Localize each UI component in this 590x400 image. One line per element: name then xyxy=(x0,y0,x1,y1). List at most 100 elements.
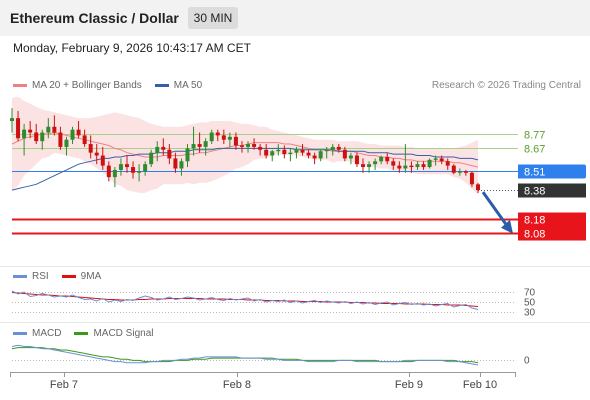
resistance-label: 8.67 xyxy=(524,144,545,156)
candle-body xyxy=(348,155,353,159)
candle-body xyxy=(215,132,220,136)
ma20-swatch xyxy=(13,84,27,87)
candle-body xyxy=(330,146,335,150)
candle-body xyxy=(173,158,178,169)
candle-body xyxy=(318,151,323,159)
candle-body xyxy=(106,165,111,178)
candle-body xyxy=(10,118,14,122)
target-price-label: 8.08 xyxy=(524,229,545,241)
pivot-price-box xyxy=(518,164,586,179)
candle-body xyxy=(203,141,208,147)
candle-body xyxy=(16,118,21,139)
candle-body xyxy=(70,129,75,140)
target-price-box xyxy=(518,226,586,241)
target-price-box xyxy=(518,212,586,227)
candle-body xyxy=(294,149,299,153)
candle-body xyxy=(252,144,257,147)
candle-body xyxy=(433,158,438,160)
candle-body xyxy=(34,132,39,142)
main-legend: MA 20 + Bollinger Bands MA 50 xyxy=(13,80,202,91)
candle-body xyxy=(403,165,408,169)
candle-body xyxy=(246,144,251,147)
candle-body xyxy=(409,165,414,168)
candle-body xyxy=(385,156,390,162)
page-title: Ethereum Classic / Dollar xyxy=(10,10,179,26)
candle-body xyxy=(270,151,275,156)
candle-body xyxy=(100,155,105,166)
macd-swatch xyxy=(13,332,27,335)
candle-body xyxy=(143,164,148,172)
candle-body xyxy=(336,146,341,150)
candle-body xyxy=(88,144,93,153)
datetime-label: Monday, February 9, 2026 10:43:17 AM CET xyxy=(13,41,251,55)
candle-body xyxy=(76,129,81,136)
candle-body xyxy=(457,171,462,173)
candle-body xyxy=(94,152,99,156)
rsi-ma-line xyxy=(11,292,479,307)
macd-tick-label: 0 xyxy=(524,356,530,367)
candle-body xyxy=(361,164,366,168)
rsi-legend-label: RSI xyxy=(32,271,49,282)
timeframe-button[interactable]: 30 MIN xyxy=(188,7,238,29)
candle-body xyxy=(324,149,329,152)
candle-body xyxy=(258,146,263,150)
rsi-ma-swatch xyxy=(61,275,76,278)
candle-body xyxy=(415,164,420,168)
candle-body xyxy=(185,148,190,162)
candle-body xyxy=(421,164,426,168)
candle-body xyxy=(22,129,27,139)
candle-body xyxy=(264,149,269,156)
candle-body xyxy=(191,144,196,149)
header-bar: Ethereum Classic / Dollar 30 MIN xyxy=(0,0,590,36)
rsi-tick-label: 30 xyxy=(524,308,536,319)
rsi-tick-label: 70 xyxy=(524,288,536,299)
resistance-label: 8.77 xyxy=(524,130,545,142)
candle-body xyxy=(161,146,166,150)
ma50-legend-label: MA 50 xyxy=(173,80,203,91)
candle-body xyxy=(124,164,129,168)
x-tick-label: Feb 10 xyxy=(463,379,497,391)
candle-body xyxy=(233,136,238,146)
x-tick-label: Feb 8 xyxy=(223,379,251,391)
candle-body xyxy=(167,149,172,159)
candle-body xyxy=(197,144,202,147)
candle-body xyxy=(427,159,432,168)
rsi-legend: RSI 9MA xyxy=(13,271,101,282)
candle-body xyxy=(342,149,347,159)
macd-legend-label: MACD xyxy=(32,328,62,339)
candle-body xyxy=(300,149,305,153)
candle-body xyxy=(312,155,317,159)
candle-body xyxy=(367,164,372,168)
candle-body xyxy=(227,136,232,140)
candle-body xyxy=(118,164,123,170)
candle-body xyxy=(476,184,480,191)
rsi-tick-label: 50 xyxy=(524,298,536,309)
x-tick-label: Feb 7 xyxy=(50,379,78,391)
candle-body xyxy=(445,161,450,166)
candle-body xyxy=(46,126,51,133)
candle-body xyxy=(391,161,396,166)
ma50-swatch xyxy=(154,84,169,87)
forecast-arrow xyxy=(481,191,509,227)
candle-body xyxy=(112,169,117,178)
candle-body xyxy=(451,165,456,173)
last-price-box xyxy=(518,183,586,198)
candle-body xyxy=(155,146,160,153)
copyright-label: Research © 2026 Trading Central xyxy=(431,80,581,91)
macd-legend: MACD MACD Signal xyxy=(13,328,153,339)
candle-body xyxy=(82,135,87,145)
candle-body xyxy=(28,129,33,133)
candle-body xyxy=(469,172,474,185)
target-price-label: 8.18 xyxy=(524,215,545,227)
candle-body xyxy=(239,145,244,147)
candle-body xyxy=(40,132,45,142)
ma50-line xyxy=(11,147,479,191)
candle-body xyxy=(463,171,468,173)
bollinger-band xyxy=(12,96,478,195)
rsi-ma-legend-label: 9MA xyxy=(80,271,102,282)
candle-body xyxy=(373,161,378,165)
candle-body xyxy=(306,152,311,156)
candle-body xyxy=(179,161,184,169)
candle-body xyxy=(221,135,226,140)
